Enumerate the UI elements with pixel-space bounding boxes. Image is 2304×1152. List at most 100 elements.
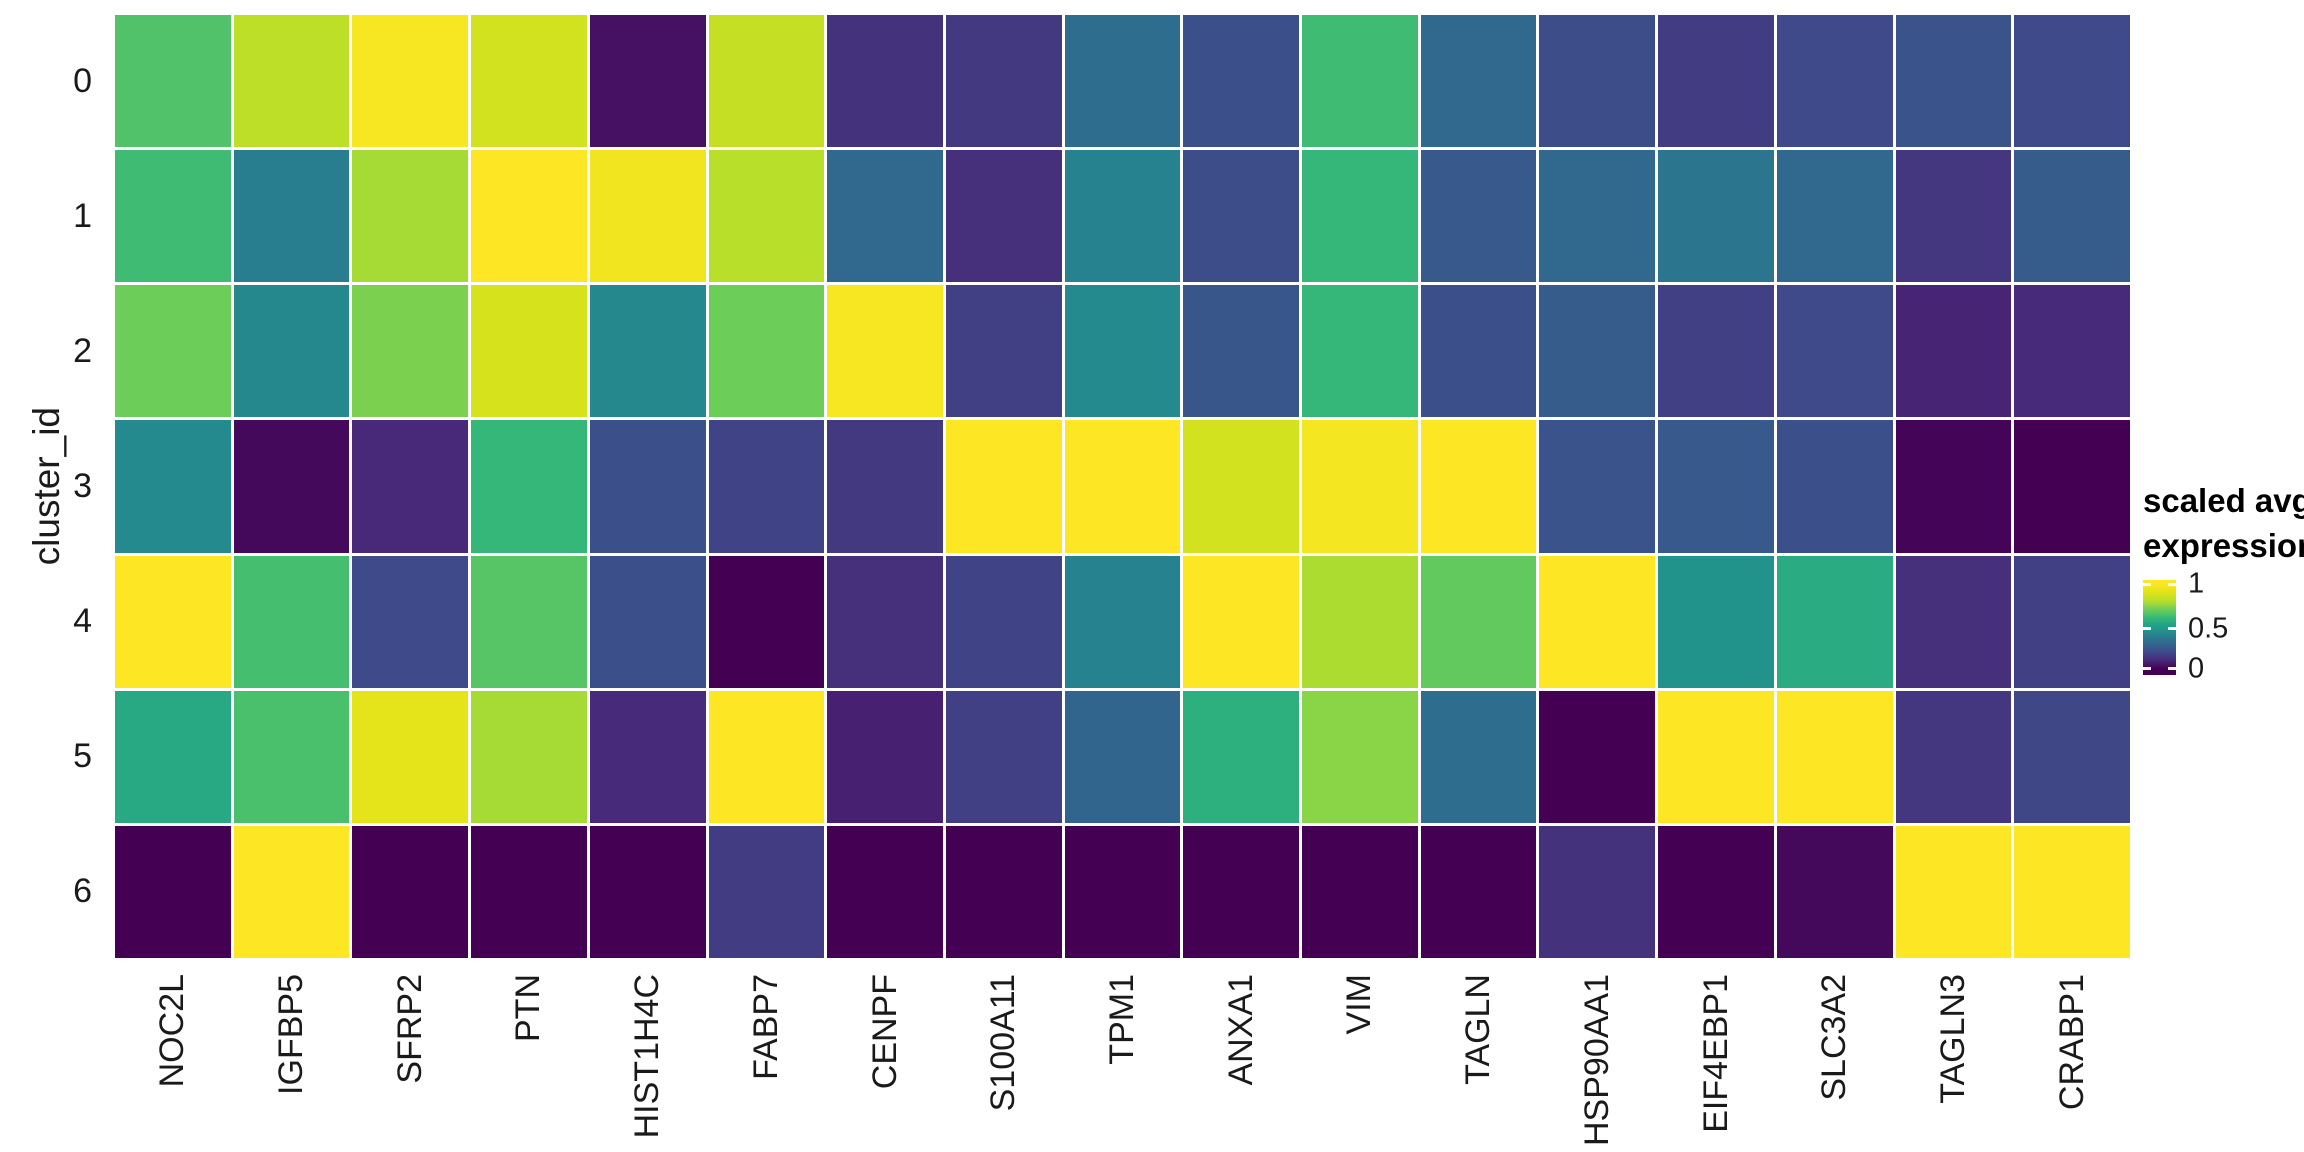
x-axis-tick-labels: NOC2L IGFBP5 SFRP2 PTN HIST1H4C FABP7 CENPF S10… (115, 974, 2130, 1150)
heatmap-cell (2014, 690, 2130, 823)
heatmap-cell (827, 285, 943, 418)
heatmap-cell (945, 420, 1062, 553)
heatmap-cell (1420, 15, 1537, 148)
heatmap-cell (1776, 555, 1893, 688)
legend-tick-label: 0.5 (2188, 612, 2229, 645)
heatmap-cell (1895, 420, 2012, 553)
heatmap-cell (352, 285, 469, 418)
heatmap-cell (352, 420, 469, 553)
heatmap-cell (1776, 15, 1893, 148)
heatmap-cell (1539, 150, 1656, 283)
x-tick-label-text: HSP90AA1 (1577, 974, 1616, 1146)
heatmap-cell (1302, 690, 1418, 823)
heatmap-cell (1064, 15, 1181, 148)
heatmap-cell (1539, 285, 1656, 418)
heatmap-cell (1420, 690, 1537, 823)
y-tick-label: 5 (73, 737, 92, 776)
heatmap-cell (708, 420, 825, 553)
x-tick-label: HSP90AA1 (1539, 974, 1655, 1150)
heatmap-cell (1658, 285, 1774, 418)
heatmap-cell (233, 285, 350, 418)
heatmap-cell (471, 690, 587, 823)
heatmap-cell (1064, 825, 1181, 958)
heatmap-cell (1895, 150, 2012, 283)
x-tick-label: PTN (471, 974, 587, 1150)
x-tick-label: VIM (1302, 974, 1418, 1150)
heatmap-cell (352, 825, 469, 958)
x-tick-label: TAGLN (1421, 974, 1537, 1150)
heatmap-cell (708, 15, 825, 148)
heatmap-cell (945, 690, 1062, 823)
x-tick-label: SFRP2 (352, 974, 468, 1150)
y-tick-label: 2 (73, 331, 92, 370)
heatmap-cell (115, 690, 231, 823)
heatmap-cell (1658, 555, 1774, 688)
heatmap-cell (1895, 825, 2012, 958)
heatmap-cell (471, 420, 587, 553)
y-tick-label: 1 (73, 196, 92, 235)
legend-tick-mark (2143, 627, 2151, 631)
x-tick-label-text: SFRP2 (390, 974, 429, 1084)
heatmap-cell (945, 150, 1062, 283)
y-tick-label: 3 (73, 466, 92, 505)
x-tick-label: EIF4EBP1 (1658, 974, 1774, 1150)
heatmap-cell (827, 690, 943, 823)
heatmap-cell (1776, 285, 1893, 418)
heatmap-cell (1539, 555, 1656, 688)
heatmap-cell (827, 150, 943, 283)
heatmap-cell (1420, 555, 1537, 688)
heatmap-cell (352, 150, 469, 283)
heatmap-cell (589, 420, 706, 553)
heatmap-cell (1420, 285, 1537, 418)
heatmap-cell (1776, 825, 1893, 958)
heatmap-cell (1302, 15, 1418, 148)
x-tick-label-text: SLC3A2 (1815, 974, 1854, 1101)
heatmap-cell (827, 420, 943, 553)
heatmap-cell (1302, 150, 1418, 283)
y-tick-label: 0 (73, 61, 92, 100)
legend-tick-mark (2143, 667, 2151, 671)
heatmap-cell (1064, 555, 1181, 688)
heatmap-cell (352, 15, 469, 148)
heatmap-cell (1183, 15, 1300, 148)
heatmap-cell (1420, 150, 1537, 283)
heatmap-cell (945, 825, 1062, 958)
heatmap-cell (945, 285, 1062, 418)
heatmap-cell (1302, 285, 1418, 418)
x-tick-label: IGFBP5 (234, 974, 350, 1150)
heatmap-cell (352, 555, 469, 688)
x-tick-label: ANXA1 (1183, 974, 1299, 1150)
heatmap-cell (1183, 555, 1300, 688)
legend-tick-mark (2168, 667, 2176, 671)
heatmap-cell (233, 690, 350, 823)
heatmap-cell (945, 15, 1062, 148)
heatmap-cell (589, 825, 706, 958)
x-tick-label-text: TPM1 (1102, 974, 1141, 1065)
heatmap-cell (827, 15, 943, 148)
heatmap-cell (115, 420, 231, 553)
heatmap-cell (1302, 555, 1418, 688)
heatmap-cell (1895, 690, 2012, 823)
heatmap-cell (708, 690, 825, 823)
heatmap-cell (2014, 15, 2130, 148)
heatmap-cell (1064, 150, 1181, 283)
x-tick-label-text: ANXA1 (1221, 974, 1260, 1086)
heatmap-cell (708, 150, 825, 283)
heatmap-cell (2014, 555, 2130, 688)
heatmap-cell (2014, 420, 2130, 553)
heatmap-cell (1302, 420, 1418, 553)
heatmap-cell (471, 15, 587, 148)
legend-tick-label: 0 (2188, 652, 2205, 685)
heatmap-cell (945, 555, 1062, 688)
x-tick-label-text: VIM (1340, 974, 1379, 1035)
x-tick-label: TPM1 (1065, 974, 1181, 1150)
heatmap-cell (1895, 15, 2012, 148)
heatmap-cell (1658, 690, 1774, 823)
heatmap-cell (589, 285, 706, 418)
heatmap-cell (1895, 555, 2012, 688)
heatmap-cell (115, 15, 231, 148)
heatmap-cell (1776, 150, 1893, 283)
heatmap-cell (1183, 690, 1300, 823)
heatmap-cell (1183, 420, 1300, 553)
